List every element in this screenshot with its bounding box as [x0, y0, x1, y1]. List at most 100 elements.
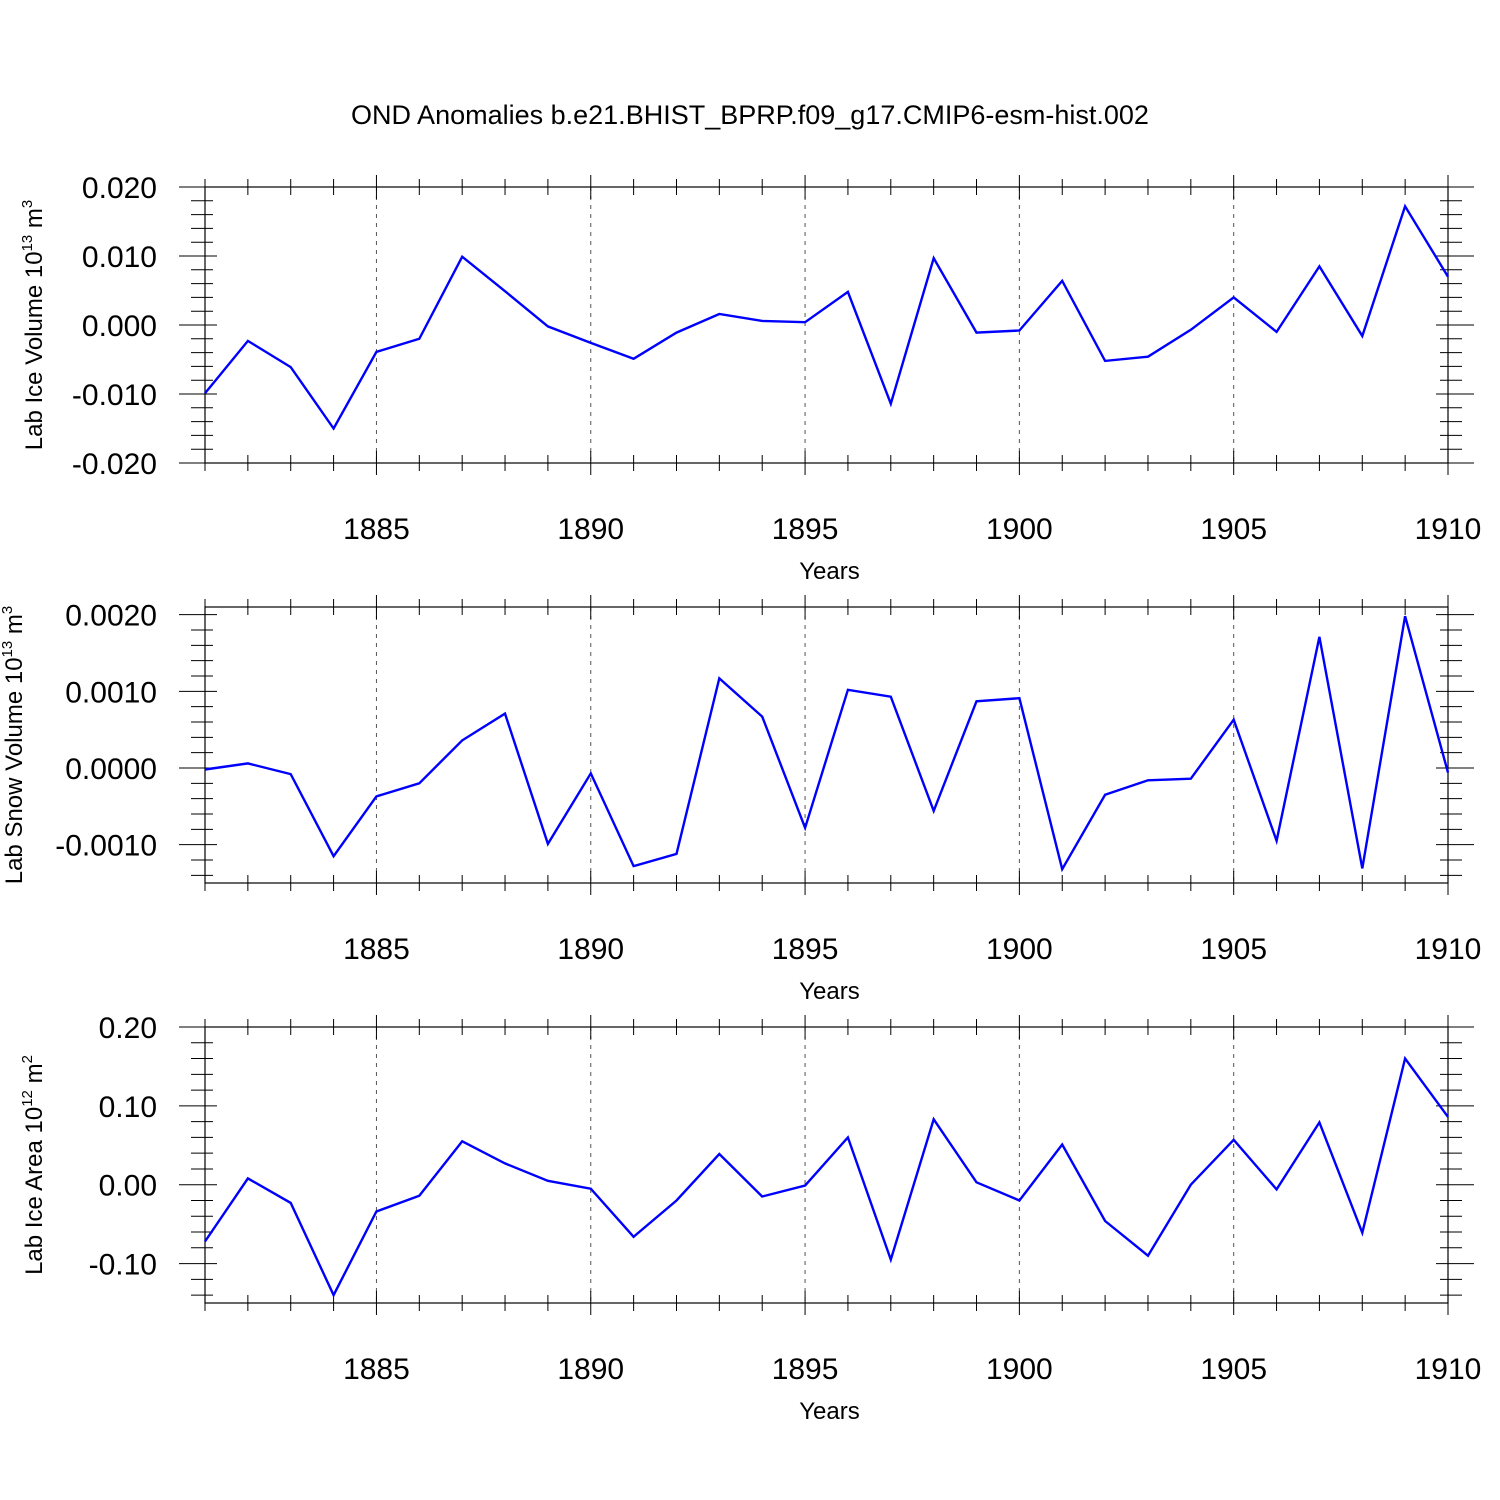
- panel1-point-1888: [503, 712, 507, 716]
- panel1-x-tick-label-1890: 1890: [557, 933, 624, 966]
- panel1-point-1884: [332, 854, 336, 858]
- panel0-point-1897: [889, 402, 893, 406]
- panel0-point-1904: [1189, 328, 1193, 332]
- panel1-point-1889: [546, 842, 550, 846]
- figure-title: OND Anomalies b.e21.BHIST_BPRP.f09_g17.C…: [351, 100, 1149, 130]
- panel2-point-1888: [503, 1161, 507, 1165]
- panel2-y-tick-label-0.10: 0.10: [99, 1091, 157, 1124]
- panel0-point-1881: [203, 391, 207, 395]
- panel-ice-area: 1885 1890 1895 1900 1905 1910 Years -0.10 0.00 0.…: [19, 1012, 1481, 1425]
- panel0-point-1896: [846, 290, 850, 294]
- panel1-y-tick-label-0.0000: 0.0000: [65, 753, 157, 786]
- panel0-point-1885: [374, 350, 378, 354]
- panel0-point-1898: [932, 256, 936, 260]
- panel0-series-line: [204, 203, 1450, 431]
- panel0-point-1889: [546, 324, 550, 328]
- panel2-point-1906: [1275, 1187, 1279, 1191]
- panel0-x-tick-label-1895: 1895: [772, 513, 839, 546]
- panel0-y-tick-label-0.020: 0.020: [82, 172, 157, 205]
- panel0-y-axis-title: Lab Ice Volume 1013 m3: [19, 200, 48, 451]
- panel1-point-1895: [803, 826, 807, 830]
- panel2-point-1894: [760, 1195, 764, 1199]
- panel0-point-1884: [332, 427, 336, 431]
- panel0-point-1899: [975, 331, 979, 335]
- panel2-point-1908: [1360, 1231, 1364, 1235]
- panel1-point-1899: [975, 699, 979, 703]
- panel1-x-tick-label-1900: 1900: [986, 933, 1053, 966]
- panel1-x-tick-label-1905: 1905: [1200, 933, 1267, 966]
- panel1-point-1896: [846, 688, 850, 692]
- panel0-point-1882: [246, 339, 250, 343]
- panel0-point-1903: [1146, 355, 1150, 359]
- panel1-point-1897: [889, 695, 893, 699]
- panel2-x-tick-label-1900: 1900: [986, 1353, 1053, 1386]
- panel1-point-1894: [760, 715, 764, 719]
- panel2-plot-frame: [204, 1026, 1449, 1304]
- panel0-point-1887: [460, 255, 464, 259]
- panel0-point-1909: [1403, 204, 1407, 208]
- panel0-y-tick-label-0.010: 0.010: [82, 241, 157, 274]
- panel2-x-tick-label-1890: 1890: [557, 1353, 624, 1386]
- panel0-point-1891: [632, 357, 636, 361]
- panel0-point-1894: [760, 319, 764, 323]
- panel0-point-1895: [803, 320, 807, 324]
- panel0-x-tick-label-1905: 1905: [1200, 513, 1267, 546]
- panel0-y-tick-label--0.020: -0.020: [72, 448, 157, 481]
- panel1-point-1910: [1446, 771, 1450, 775]
- panel0-point-1910: [1446, 275, 1450, 279]
- panel0-point-1888: [503, 289, 507, 293]
- panel0-point-1900: [1017, 329, 1021, 333]
- panel2-point-1897: [889, 1258, 893, 1262]
- panel2-point-1882: [246, 1176, 250, 1180]
- panel2-point-1891: [632, 1235, 636, 1239]
- panel2-x-tick-label-1895: 1895: [772, 1353, 839, 1386]
- panel2-point-1886: [417, 1194, 421, 1198]
- panel0-point-1892: [674, 331, 678, 335]
- panel2-point-1903: [1146, 1254, 1150, 1258]
- panel2-y-tick-label-0.20: 0.20: [99, 1012, 157, 1045]
- panel2-point-1883: [289, 1201, 293, 1205]
- panel1-y-tick-label-0.0020: 0.0020: [65, 600, 157, 633]
- panel0-point-1907: [1317, 264, 1321, 268]
- panel2-series-line: [204, 1055, 1449, 1298]
- panel2-point-1890: [589, 1187, 593, 1191]
- panel2-point-1899: [975, 1180, 979, 1184]
- panel2-point-1904: [1189, 1183, 1193, 1187]
- panel0-x-axis-title: Years: [799, 558, 860, 585]
- panel1-y-tick-label-0.0010: 0.0010: [65, 676, 157, 709]
- panel0-x-tick-label-1885: 1885: [343, 513, 410, 546]
- panel1-point-1904: [1189, 777, 1193, 781]
- panel1-y-axis-title: Lab Snow Volume 1013 m3: [0, 606, 28, 885]
- panel2-y-axis-title: Lab Ice Area 1012 m2: [19, 1055, 48, 1275]
- panel1-series-line: [204, 615, 1450, 873]
- panel0-point-1902: [1103, 359, 1107, 363]
- panel2-point-1910: [1446, 1115, 1450, 1119]
- panel2-x-tick-label-1910: 1910: [1415, 1353, 1482, 1386]
- panel1-point-1902: [1103, 793, 1107, 797]
- panel1-point-1891: [632, 864, 636, 868]
- panel2-point-1885: [374, 1210, 378, 1214]
- panel2-point-1907: [1317, 1120, 1321, 1124]
- panel2-point-1892: [674, 1198, 678, 1202]
- panel0-point-1883: [289, 365, 293, 369]
- panel2-point-1884: [332, 1293, 336, 1297]
- panel1-point-1905: [1232, 718, 1236, 722]
- panel-ice-volume: 1885 1890 1895 1900 1905 1910 Years -0.020 -0.01…: [19, 172, 1481, 585]
- panel1-point-1893: [717, 676, 721, 680]
- panel0-plot-frame: [204, 186, 1449, 464]
- panel2-point-1898: [932, 1117, 936, 1121]
- panel1-point-1898: [932, 809, 936, 813]
- panel0-point-1905: [1232, 295, 1236, 299]
- panel1-point-1908: [1360, 866, 1364, 870]
- panel-snow-volume: 1885 1890 1895 1900 1905 1910 Years -0.0010 0.00…: [0, 595, 1481, 1005]
- panel2-y-tick-label-0.00: 0.00: [99, 1170, 157, 1203]
- panel1-point-1907: [1317, 635, 1321, 639]
- panel1-x-tick-label-1885: 1885: [343, 933, 410, 966]
- panel1-x-tick-label-1895: 1895: [772, 933, 839, 966]
- panel2-y-tick-label--0.10: -0.10: [89, 1249, 157, 1282]
- panel2-point-1901: [1060, 1142, 1064, 1146]
- panel1-point-1892: [674, 852, 678, 856]
- panel0-y-tick-label-0.000: 0.000: [82, 310, 157, 343]
- panel0-point-1908: [1360, 334, 1364, 338]
